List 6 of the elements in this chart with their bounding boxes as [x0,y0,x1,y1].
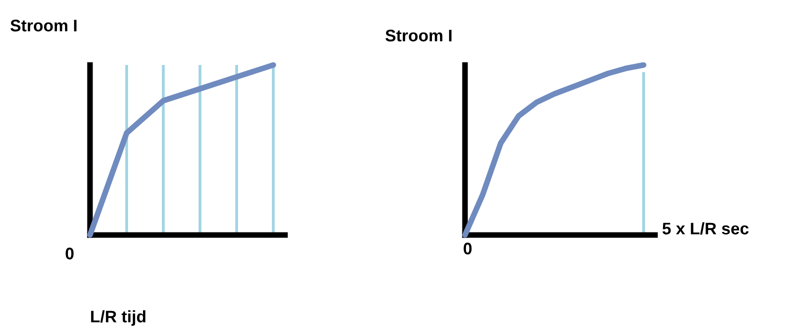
y-axis-title: Stroom I [10,20,76,32]
text: 0 [464,242,472,254]
text: 0 [66,248,74,260]
y-axis-title: Stroom I [385,30,452,42]
x-axis-title: 5 x L/R sec [662,222,749,235]
x-axis-title: L/R tijd [91,310,146,326]
